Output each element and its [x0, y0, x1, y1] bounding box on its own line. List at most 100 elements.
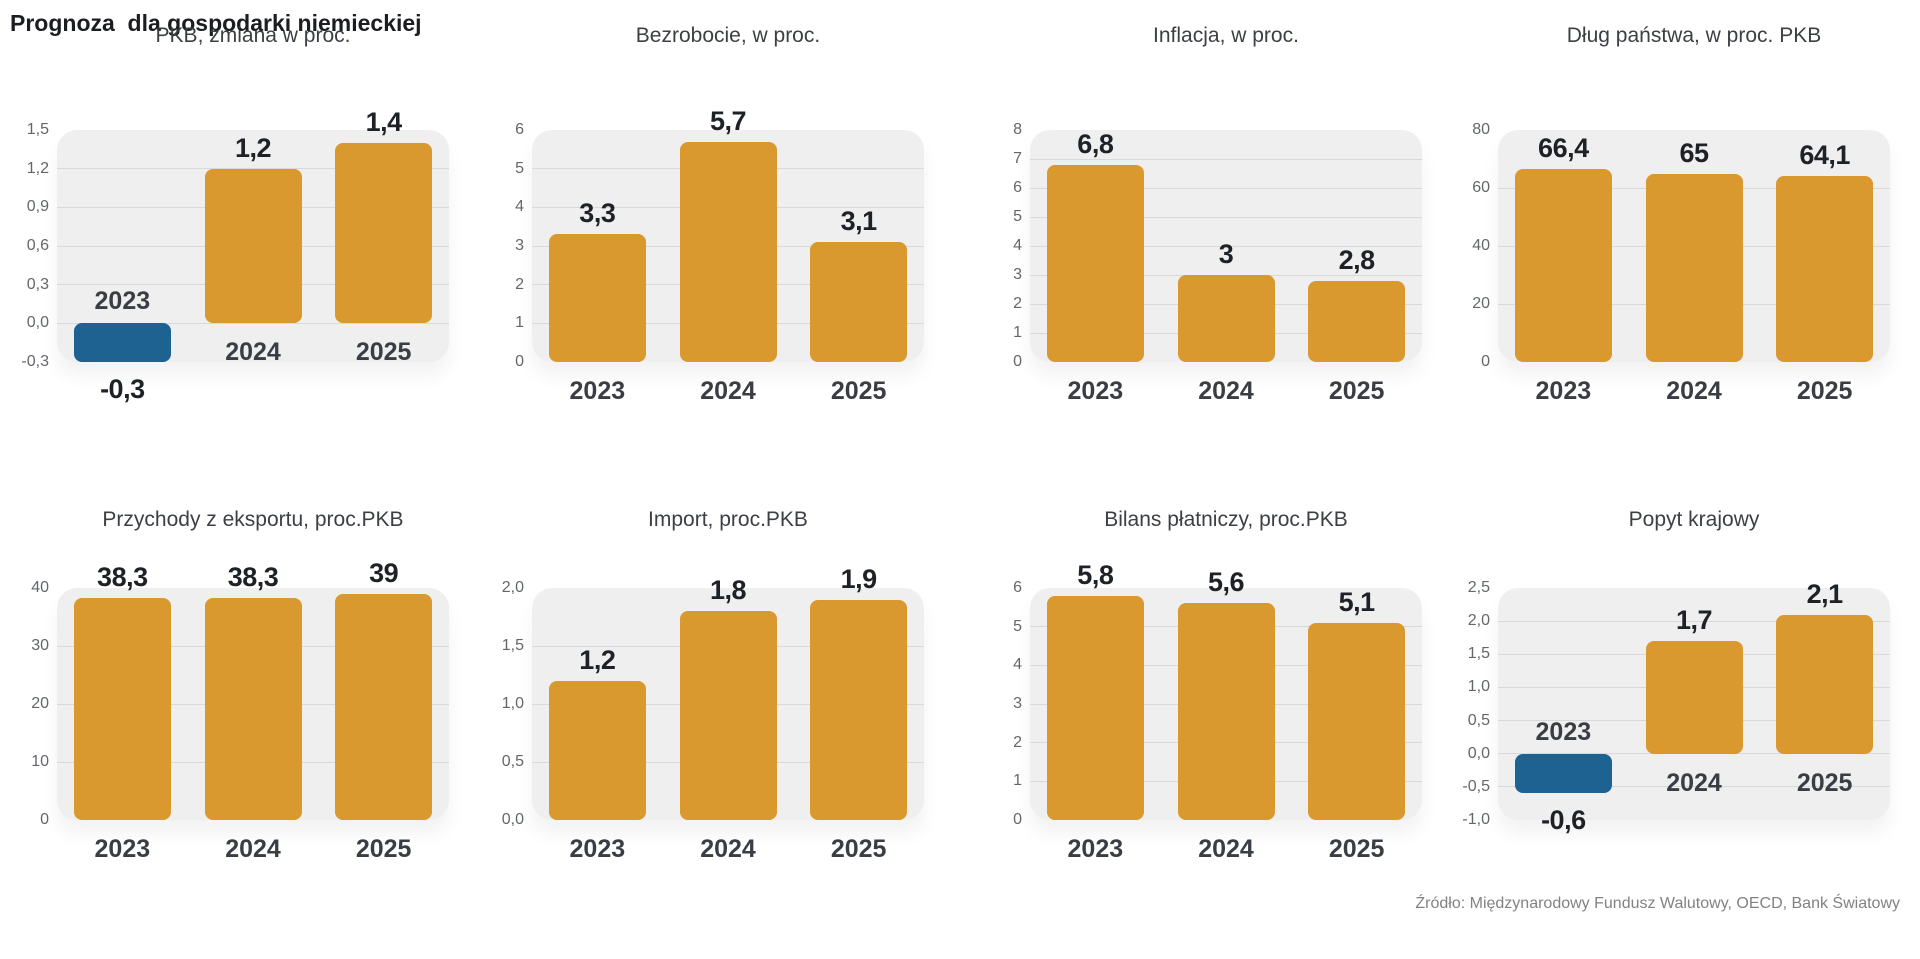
y-tick-label: 3	[1013, 266, 1022, 283]
bar-2024	[204, 168, 302, 324]
y-tick-label: 6	[515, 121, 524, 138]
year-label: 2023	[1067, 835, 1124, 863]
gridline	[1030, 187, 1422, 189]
bar-2023	[548, 680, 646, 820]
chart-title: Import, proc.PKB	[648, 508, 808, 531]
y-tick-label: 2	[515, 275, 524, 293]
gridline	[1498, 786, 1890, 788]
bar-2023	[548, 234, 646, 362]
y-tick-label: 2	[1013, 733, 1022, 751]
y-tick-label: 1,5	[26, 121, 49, 138]
value-label: 3,1	[840, 206, 878, 237]
y-tick-label: 2,5	[1467, 579, 1490, 596]
y-tick-label: 20	[31, 695, 49, 712]
value-label: 5,1	[1338, 586, 1376, 617]
value-label: 1,7	[1675, 605, 1713, 636]
y-tick-label: 0	[515, 353, 524, 370]
y-tick-label: 0	[1013, 353, 1022, 370]
bar-2024	[1177, 275, 1275, 362]
year-label: 2024	[700, 377, 756, 405]
y-tick-label: 4	[1013, 656, 1022, 674]
y-tick-label: 1	[1013, 772, 1022, 790]
bar-2023	[1046, 595, 1144, 820]
bar-2024	[1177, 603, 1275, 820]
year-label: 2024	[700, 835, 756, 863]
y-tick-label: 1,2	[26, 159, 49, 177]
chart-title: Bilans płatniczy, proc.PKB	[1104, 508, 1348, 531]
value-label: 5,8	[1077, 559, 1114, 590]
year-label: 2023	[1535, 717, 1592, 746]
bar-2025	[1776, 614, 1874, 754]
year-label: 2023	[94, 287, 151, 316]
y-tick-label: 0,3	[26, 275, 49, 293]
value-label: 1,2	[579, 644, 616, 675]
value-label: 38,3	[97, 561, 148, 592]
y-tick-label: 1,0	[1467, 678, 1490, 696]
y-tick-label: 5	[515, 159, 524, 177]
bar-2023	[1514, 169, 1612, 362]
value-label: 5,7	[709, 105, 747, 136]
value-label: -0,6	[1541, 805, 1586, 836]
y-tick-label: 4	[515, 198, 524, 216]
bar-2024	[679, 611, 777, 820]
bar-2024	[1645, 641, 1743, 754]
chart-title: Przychody z eksportu, proc.PKB	[102, 508, 404, 531]
year-label: 2024	[1198, 835, 1254, 863]
y-tick-label: 10	[31, 753, 49, 770]
gridline	[1030, 245, 1422, 247]
y-tick-label: 4	[1013, 237, 1022, 254]
y-tick-label: 2,0	[501, 579, 524, 596]
y-tick-label: 7	[1013, 150, 1022, 167]
year-label: 2024	[1666, 377, 1722, 405]
y-tick-label: 0,6	[26, 237, 49, 254]
bar-2024	[204, 597, 302, 820]
gridline	[1498, 753, 1890, 755]
y-tick-label: 8	[1013, 121, 1022, 138]
value-label: 39	[369, 557, 399, 588]
year-label: 2024	[225, 835, 281, 863]
year-label: 2025	[830, 377, 887, 405]
y-tick-label: 0	[1013, 811, 1022, 828]
year-label: 2023	[569, 835, 626, 863]
bar-2025	[335, 593, 433, 820]
y-tick-label: 20	[1472, 295, 1490, 312]
y-tick-label: 1	[515, 314, 524, 332]
year-label: 2023	[1535, 377, 1592, 405]
y-tick-label: 0	[40, 811, 49, 828]
year-label: 2025	[1796, 377, 1853, 405]
y-tick-label: 0,9	[26, 198, 49, 216]
y-tick-label: 40	[31, 579, 49, 596]
value-label: 38,3	[227, 561, 279, 592]
value-label: 2,8	[1338, 244, 1376, 275]
year-label: 2023	[1067, 377, 1124, 405]
chart-title: Popyt krajowy	[1628, 508, 1760, 531]
y-tick-label: 2,0	[1467, 612, 1490, 630]
year-label: 2025	[355, 338, 412, 367]
bar-2025	[1776, 176, 1874, 362]
y-tick-label: 3	[1013, 695, 1022, 712]
bar-2024	[679, 141, 777, 362]
gridline	[1498, 620, 1890, 622]
y-tick-label: 0	[1481, 353, 1490, 370]
y-tick-label: 0,0	[26, 314, 49, 332]
y-tick-label: -0,3	[21, 353, 49, 370]
gridline	[1030, 216, 1422, 218]
year-label: 2025	[830, 835, 887, 863]
source-note: Źródło: Międzynarodowy Fundusz Walutowy,…	[1415, 895, 1900, 912]
value-label: 66,4	[1538, 133, 1589, 164]
year-label: 2024	[1198, 377, 1254, 405]
year-label: 2024	[1666, 768, 1722, 797]
y-tick-label: 5	[1013, 208, 1022, 225]
y-tick-label: 6	[1013, 179, 1022, 196]
value-label: 5,6	[1207, 567, 1245, 598]
y-tick-label: 1,0	[501, 695, 524, 712]
bar-2023	[1046, 164, 1144, 362]
year-label: 2025	[1328, 835, 1385, 863]
year-label: 2025	[1796, 768, 1853, 797]
y-tick-label: 0,0	[1467, 744, 1490, 762]
bar-2023	[73, 597, 171, 820]
value-label: 6,8	[1077, 128, 1114, 159]
page-title: Prognoza dla gospodarki niemieckiej	[10, 10, 422, 36]
y-tick-label: 1,5	[501, 637, 524, 654]
